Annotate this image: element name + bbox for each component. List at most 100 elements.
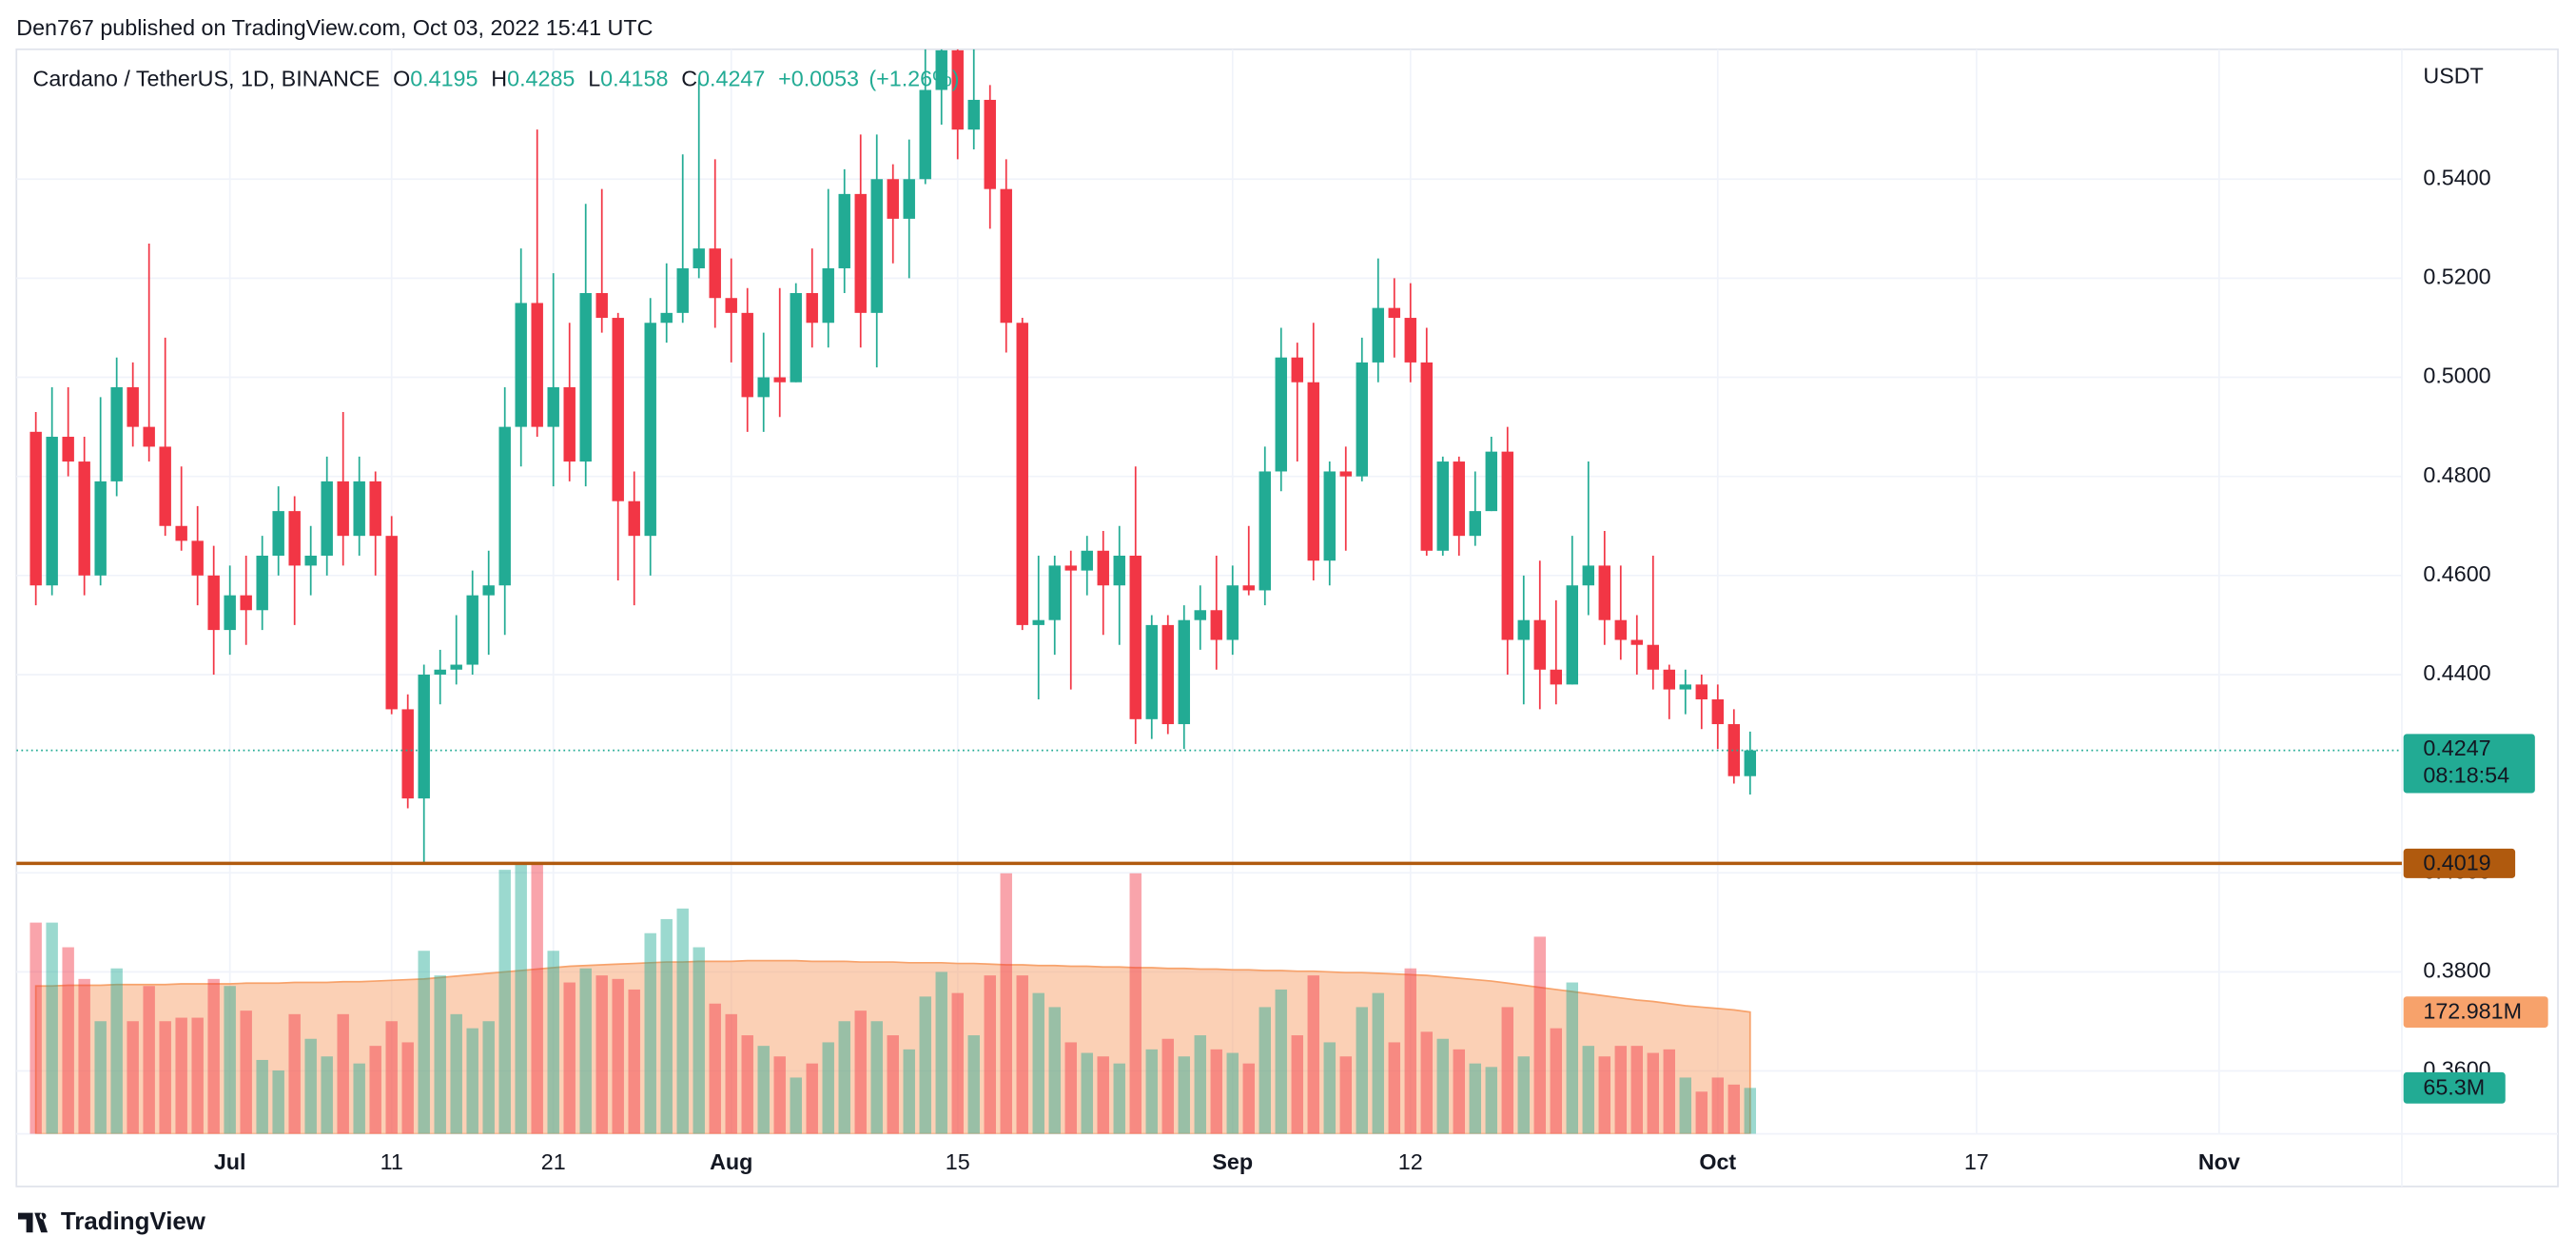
candle-body: [628, 500, 640, 537]
volume-bar: [143, 986, 155, 1134]
candle-body: [272, 511, 284, 556]
volume-bar: [1226, 1052, 1239, 1134]
candle-body: [741, 312, 753, 398]
volume-bar: [660, 918, 673, 1134]
legend-value: 0.4285: [507, 67, 575, 91]
candle-body: [1291, 357, 1303, 383]
candle-body: [62, 437, 74, 462]
volume-bar: [1178, 1056, 1190, 1134]
candle-body: [612, 318, 624, 501]
volume-bar: [1485, 1067, 1497, 1134]
candle-body: [1744, 750, 1757, 776]
volume-bar: [579, 968, 592, 1134]
volume-bar: [1291, 1035, 1303, 1134]
legend-label: C: [681, 67, 697, 91]
candle-body: [321, 481, 333, 556]
candle-body: [418, 674, 430, 799]
candle-body: [143, 426, 155, 447]
volume-bar: [1210, 1049, 1222, 1134]
volume-ma-area: [34, 959, 1751, 1134]
candle-body: [870, 179, 883, 313]
x-tick-label: Jul: [214, 1149, 246, 1174]
volume-bar: [1339, 1056, 1352, 1134]
volume-bar: [240, 1011, 252, 1134]
volume-bar: [401, 1042, 414, 1134]
volume-bar: [693, 947, 705, 1134]
volume-bar: [224, 986, 236, 1134]
volume-pane: [29, 862, 1757, 1134]
publish-note: Den767 published on TradingView.com, Oct…: [16, 15, 653, 40]
candle-body: [1032, 619, 1044, 625]
candle-body: [1113, 555, 1125, 586]
candle-body: [337, 481, 349, 537]
candle-body: [595, 293, 608, 319]
volume-bar: [353, 1063, 365, 1134]
x-tick-label: 12: [1398, 1149, 1423, 1174]
volume-bar: [1097, 1056, 1109, 1134]
candle-body: [660, 312, 673, 324]
legend-change: +0.0053: [778, 67, 859, 91]
candle-body: [854, 193, 867, 313]
candle-body: [1129, 555, 1142, 719]
candle-body: [951, 49, 964, 130]
volume-bar: [1081, 1052, 1093, 1134]
candle-body: [790, 293, 802, 383]
volume-bar: [1356, 1007, 1368, 1134]
volume-bar: [1129, 873, 1142, 1134]
logo-icon: [17, 1212, 49, 1233]
candle-body: [175, 525, 187, 541]
candle-body: [1242, 585, 1255, 591]
volume-bar: [854, 1011, 867, 1134]
candle-body: [1517, 619, 1530, 640]
x-tick-label: Aug: [710, 1149, 752, 1174]
volume-bar: [1533, 936, 1546, 1134]
candle-body: [515, 303, 527, 427]
volume-bar: [644, 932, 656, 1134]
volume-bar: [1307, 975, 1319, 1134]
volume-bar: [1695, 1091, 1708, 1134]
volume-bar: [1113, 1063, 1125, 1134]
candle-body: [1259, 471, 1271, 591]
volume-bar: [434, 975, 446, 1134]
volume-bar: [1744, 1088, 1757, 1134]
candle-body: [1404, 318, 1416, 363]
candle-body: [1647, 644, 1659, 670]
legend-label: O: [393, 67, 410, 91]
candle-body: [304, 555, 317, 566]
price-label: 0.4247: [2423, 736, 2490, 760]
legend-value: 0.4158: [600, 67, 668, 91]
volume-bar: [1000, 873, 1012, 1134]
volume-bar: [1711, 1077, 1725, 1134]
volume-bar: [78, 978, 90, 1134]
candle-body: [1064, 565, 1077, 571]
candle-body: [1453, 461, 1465, 537]
candle-body: [482, 585, 495, 596]
volume-bar: [595, 975, 608, 1134]
volume-bar: [1016, 975, 1028, 1134]
volume-bar: [984, 975, 996, 1134]
volume-bar: [1323, 1042, 1336, 1134]
volume-bar: [1598, 1056, 1610, 1134]
volume-bar: [725, 1013, 737, 1134]
volume-bar: [547, 951, 559, 1134]
candle-body: [1501, 451, 1513, 640]
candle-body: [191, 540, 204, 576]
x-tick-label: Sep: [1212, 1149, 1253, 1174]
candle-body: [1275, 357, 1287, 472]
y-tick-label: 0.4400: [2423, 660, 2490, 685]
candle-body: [887, 179, 899, 219]
y-tick-label: 0.4800: [2423, 462, 2490, 487]
legend-value: 0.4195: [410, 67, 478, 91]
candle-body: [78, 461, 90, 576]
x-tick-label: 17: [1964, 1149, 1989, 1174]
countdown: 08:18:54: [2423, 762, 2509, 787]
candle-body: [240, 595, 252, 611]
volume-bar: [806, 1063, 818, 1134]
x-tick-label: 15: [946, 1149, 970, 1174]
x-tick-label: 11: [381, 1149, 403, 1174]
volume-bar: [709, 1003, 721, 1134]
volume-bar: [369, 1046, 381, 1134]
volume-bar: [191, 1017, 204, 1134]
candle-body: [385, 536, 398, 710]
candle-body: [466, 595, 478, 665]
